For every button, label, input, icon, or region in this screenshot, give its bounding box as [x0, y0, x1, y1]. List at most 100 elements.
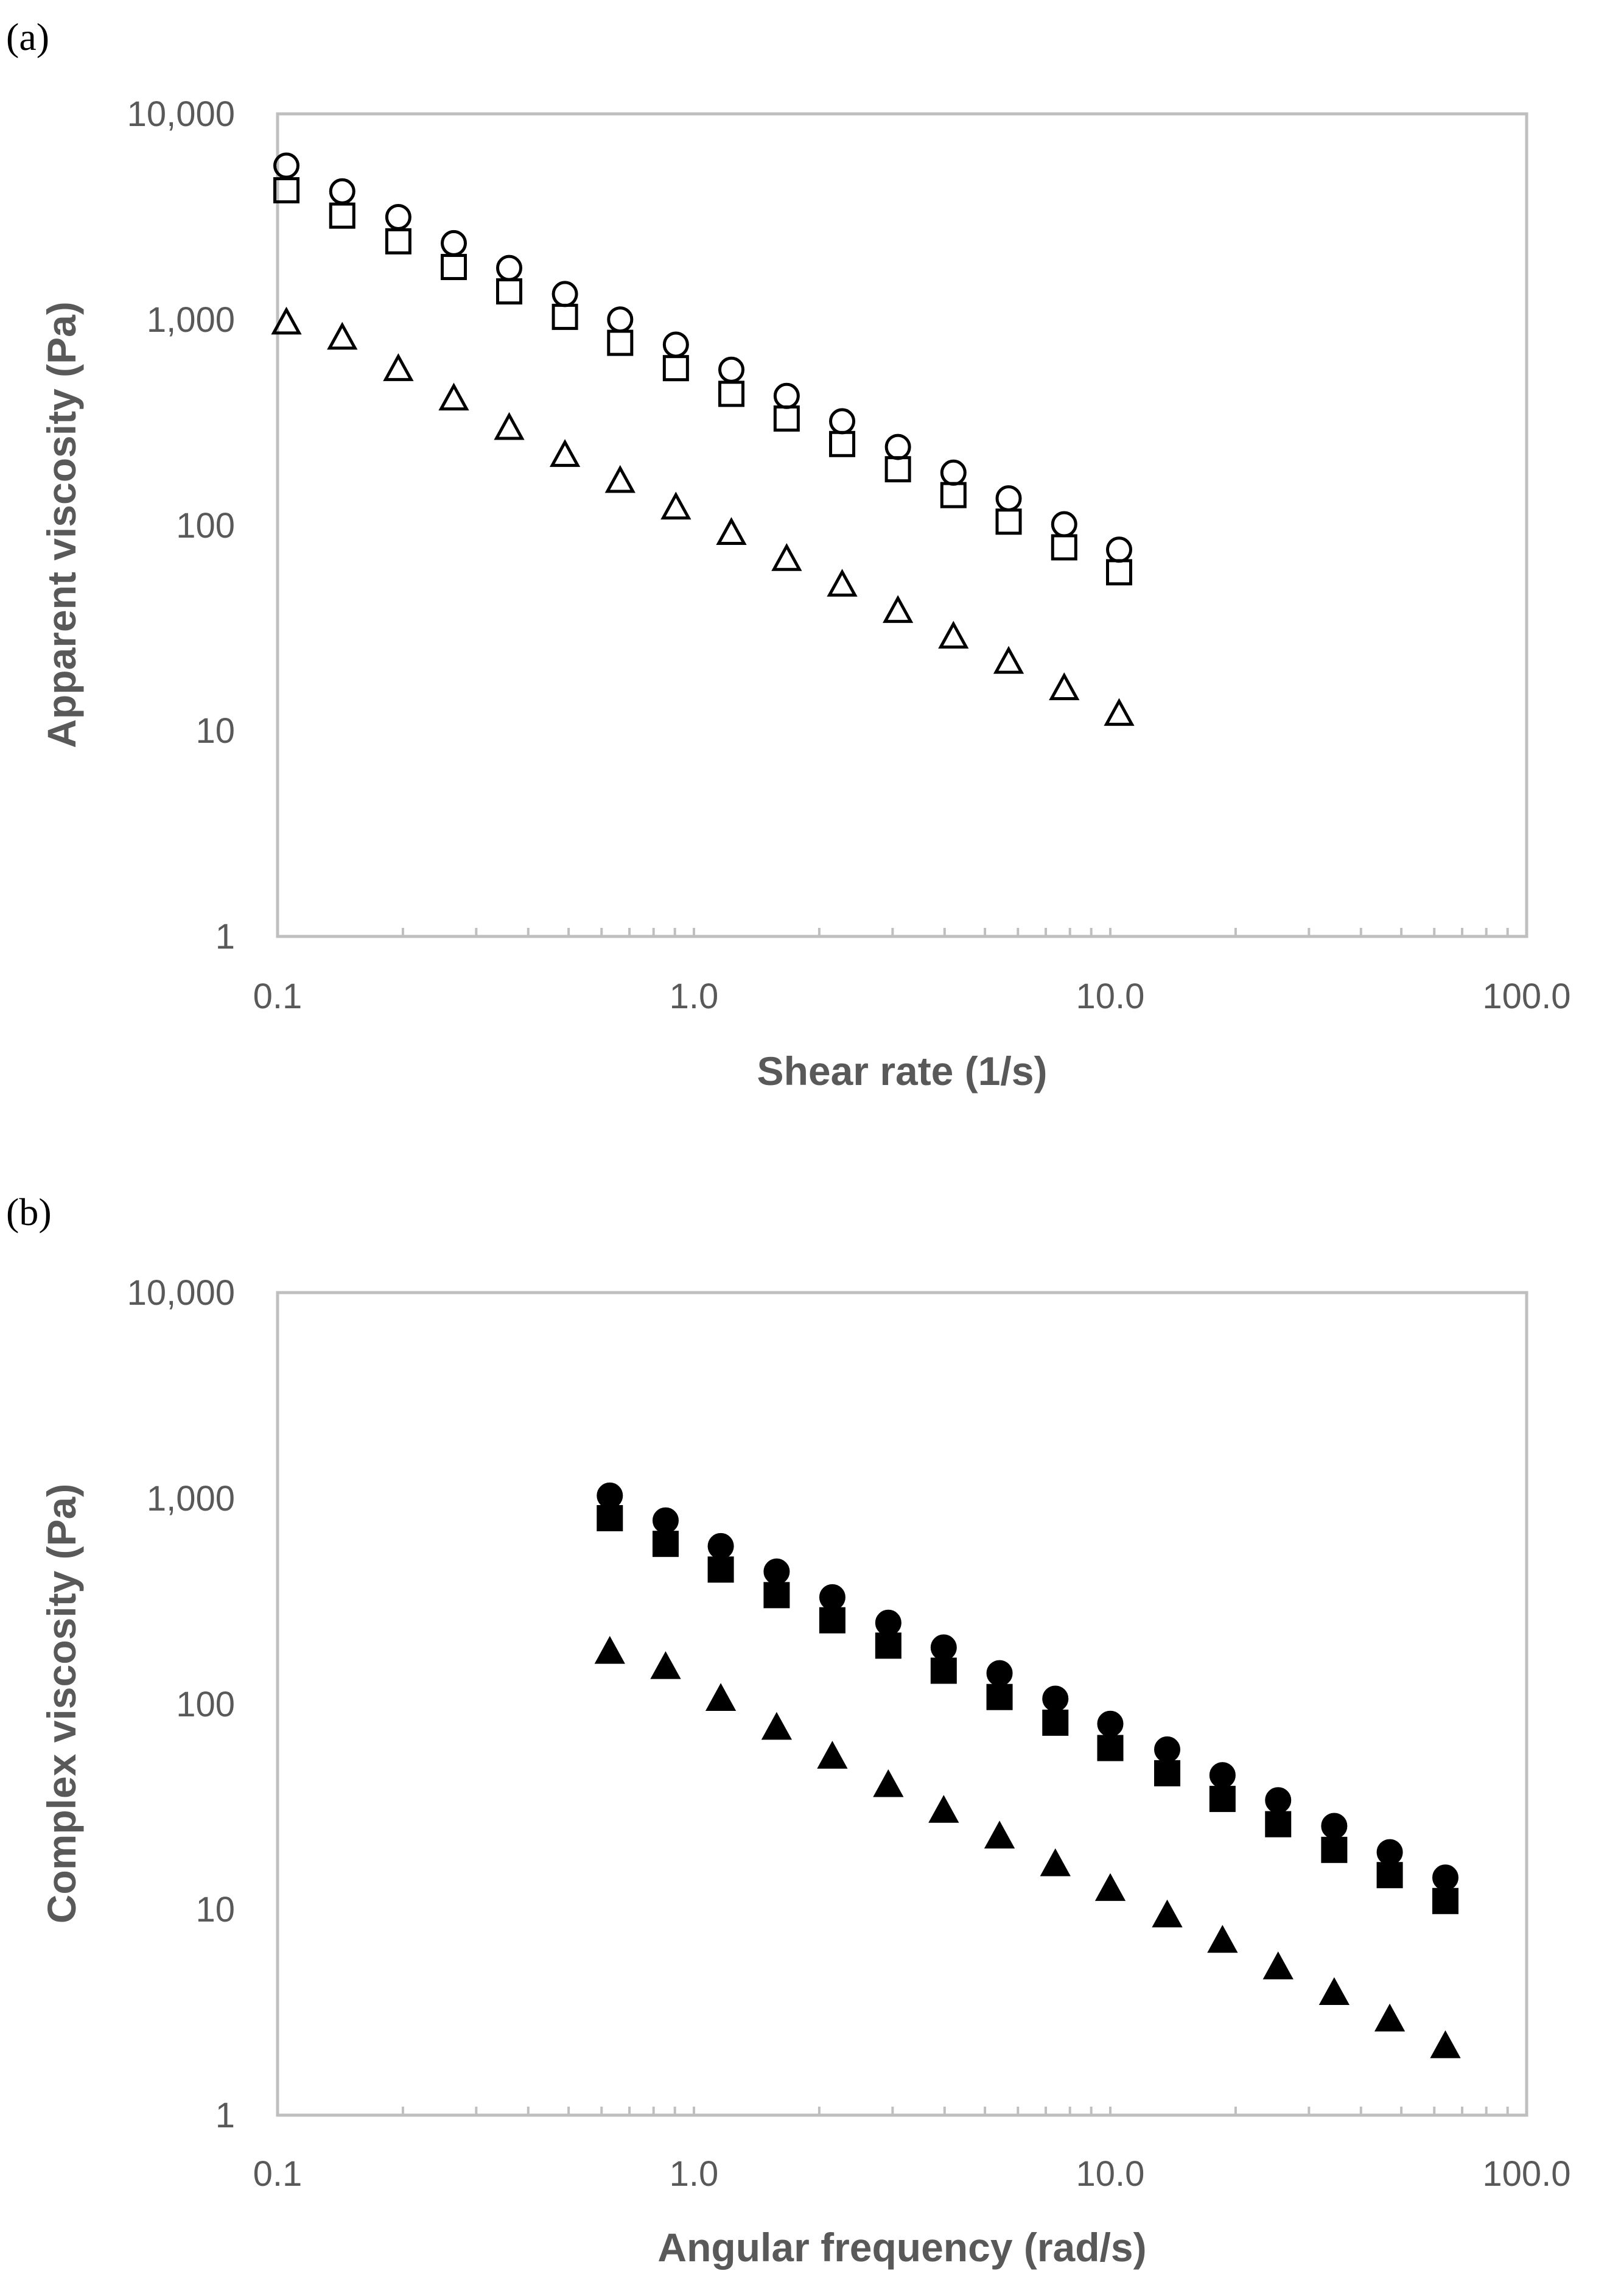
- data-point-square: [1432, 1887, 1458, 1914]
- data-point-circle: [1376, 1839, 1403, 1866]
- data-point-circle: [875, 1609, 902, 1636]
- data-point-triangle: [383, 353, 414, 381]
- data-point-square: [1105, 559, 1132, 586]
- x-tick-labels: 0.1 1.0 10.0 100.0: [253, 2154, 1571, 2194]
- y-tick-label: 100: [176, 1685, 235, 1724]
- chart-panel-a: (a) 1 10 100 1,000 10,000 0.1 1.0 10.0 1…: [6, 15, 1571, 1094]
- data-point-triangle: [827, 569, 858, 597]
- data-point-square: [329, 202, 355, 229]
- data-point-triangle: [660, 491, 691, 520]
- data-point-square: [1097, 1735, 1124, 1761]
- data-point-square: [986, 1683, 1013, 1710]
- data-point-square: [773, 405, 800, 432]
- data-point-square: [829, 430, 856, 457]
- data-point-square: [496, 278, 523, 305]
- y-tick-labels: 1 10 100 1,000 10,000: [127, 1273, 235, 2135]
- y-tick-labels: 1 10 100 1,000 10,000: [127, 94, 235, 957]
- data-point-square: [1209, 1786, 1236, 1813]
- y-tick-label: 1,000: [147, 300, 235, 340]
- data-point-circle: [1321, 1813, 1348, 1839]
- data-point-triangle: [438, 382, 469, 411]
- data-point-square: [1051, 534, 1077, 561]
- data-point-circle: [1154, 1736, 1181, 1763]
- plot-frame: [276, 112, 1528, 938]
- data-point-square: [1042, 1709, 1069, 1736]
- data-point-square: [930, 1657, 957, 1684]
- data-point-triangle: [1040, 1848, 1071, 1876]
- data-point-circle: [1265, 1787, 1292, 1814]
- data-point-square: [1321, 1836, 1348, 1863]
- panel-label: (a): [6, 15, 49, 58]
- data-point-triangle: [1049, 672, 1080, 700]
- chart-panel-b: (b) 1 10 100 1,000 10,000 0.1 1.0 10.0 1…: [6, 1190, 1571, 2270]
- y-tick-label: 1: [215, 2096, 235, 2135]
- data-points: [271, 152, 1135, 726]
- x-tick-label: 10.0: [1076, 977, 1145, 1016]
- x-minor-ticks: [276, 928, 1528, 936]
- data-point-square: [707, 1556, 734, 1583]
- data-point-triangle: [705, 1683, 737, 1711]
- data-point-circle: [1432, 1864, 1458, 1891]
- data-point-circle: [597, 1482, 623, 1509]
- y-tick-label: 1,000: [147, 1479, 235, 1518]
- x-tick-label: 100.0: [1482, 977, 1570, 1016]
- data-point-square: [273, 177, 299, 204]
- data-point-triangle: [271, 306, 302, 335]
- data-point-triangle: [494, 412, 525, 440]
- data-point-triangle: [594, 1635, 625, 1664]
- data-point-triangle: [1104, 698, 1135, 726]
- x-tick-labels: 0.1 1.0 10.0 100.0: [253, 977, 1571, 1016]
- data-point-circle: [1209, 1762, 1236, 1789]
- panel-label: (b): [6, 1190, 52, 1234]
- data-point-triangle: [938, 620, 969, 649]
- data-point-triangle: [771, 543, 802, 571]
- y-tick-label: 10: [195, 1890, 235, 1929]
- data-point-triangle: [873, 1769, 904, 1797]
- y-axis-title: Complex viscosity (Pa): [39, 1484, 84, 1924]
- data-point-circle: [986, 1660, 1013, 1687]
- data-point-triangle: [928, 1795, 959, 1823]
- data-point-triangle: [604, 465, 635, 493]
- data-point-square: [607, 329, 634, 356]
- data-point-triangle: [1262, 1951, 1294, 1979]
- data-point-square: [1265, 1811, 1292, 1838]
- data-point-triangle: [1318, 1977, 1350, 2006]
- data-point-square: [385, 228, 411, 255]
- data-point-triangle: [1430, 2030, 1461, 2059]
- data-point-square: [819, 1607, 846, 1634]
- data-point-circle: [1042, 1685, 1069, 1712]
- data-point-triangle: [650, 1651, 681, 1679]
- data-point-circle: [763, 1558, 790, 1585]
- data-point-triangle: [549, 439, 581, 467]
- data-point-circle: [707, 1532, 734, 1559]
- data-point-triangle: [883, 595, 914, 623]
- data-point-square: [1154, 1760, 1181, 1786]
- data-points: [594, 1482, 1461, 2059]
- data-point-square: [1376, 1862, 1403, 1889]
- x-tick-label: 10.0: [1076, 2154, 1145, 2194]
- x-minor-ticks: [276, 2107, 1528, 2115]
- data-point-triangle: [993, 645, 1024, 674]
- data-point-circle: [652, 1507, 679, 1534]
- data-point-triangle: [716, 517, 747, 545]
- x-tick-label: 1.0: [670, 977, 719, 1016]
- y-tick-label: 10,000: [127, 94, 235, 134]
- data-point-triangle: [1094, 1873, 1126, 1901]
- data-point-square: [763, 1582, 790, 1609]
- data-point-square: [652, 1531, 679, 1557]
- data-point-triangle: [1207, 1925, 1238, 1953]
- data-point-circle: [930, 1634, 957, 1661]
- y-tick-label: 10: [195, 711, 235, 751]
- data-point-square: [884, 456, 911, 483]
- data-point-triangle: [327, 321, 358, 350]
- y-tick-label: 1: [215, 917, 235, 957]
- data-point-square: [995, 508, 1022, 535]
- data-point-circle: [1097, 1710, 1124, 1737]
- x-tick-label: 100.0: [1482, 2154, 1570, 2194]
- x-tick-label: 0.1: [253, 977, 303, 1016]
- data-point-square: [875, 1632, 902, 1659]
- data-point-square: [662, 355, 689, 382]
- data-point-square: [551, 303, 578, 330]
- data-point-square: [441, 254, 467, 281]
